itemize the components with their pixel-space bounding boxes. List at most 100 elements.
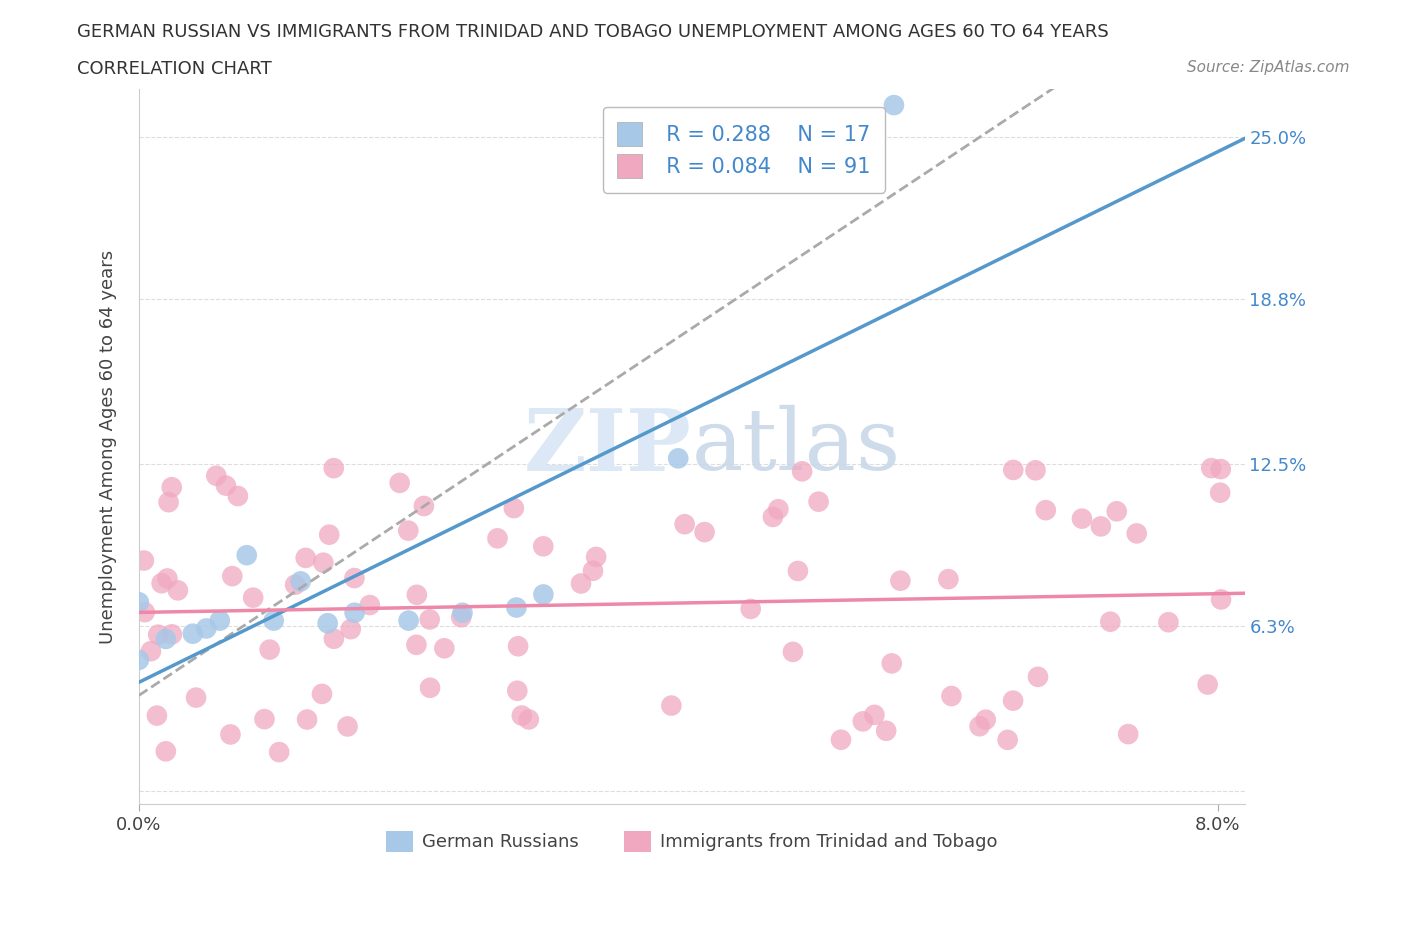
Point xyxy=(132,553,155,568)
Point xyxy=(510,708,533,723)
Point xyxy=(318,527,340,542)
Point xyxy=(451,605,474,620)
Point xyxy=(1026,670,1049,684)
Point xyxy=(160,480,183,495)
Point xyxy=(875,724,897,738)
Point xyxy=(693,525,716,539)
Point xyxy=(1035,503,1057,518)
Point xyxy=(1125,526,1147,541)
Point xyxy=(787,564,810,578)
Point xyxy=(1105,504,1128,519)
Point xyxy=(128,595,150,610)
Point xyxy=(155,744,177,759)
Point xyxy=(339,622,361,637)
Point xyxy=(863,708,886,723)
Point xyxy=(157,495,180,510)
Point xyxy=(505,600,527,615)
Point xyxy=(284,578,307,592)
Point xyxy=(1116,726,1139,741)
Point xyxy=(1071,512,1094,526)
Point xyxy=(852,714,875,729)
Text: ZIP: ZIP xyxy=(524,405,692,488)
Text: GERMAN RUSSIAN VS IMMIGRANTS FROM TRINIDAD AND TOBAGO UNEMPLOYMENT AMONG AGES 60: GERMAN RUSSIAN VS IMMIGRANTS FROM TRINID… xyxy=(77,23,1109,41)
Point xyxy=(398,613,420,628)
Point xyxy=(336,719,359,734)
Point xyxy=(263,613,285,628)
Point xyxy=(269,745,291,760)
Point xyxy=(1002,693,1025,708)
Point xyxy=(997,733,1019,748)
Point xyxy=(969,719,991,734)
Text: atlas: atlas xyxy=(692,405,901,488)
Point xyxy=(433,641,456,656)
Point xyxy=(155,631,177,646)
Point xyxy=(139,644,162,658)
Point xyxy=(184,690,207,705)
Point xyxy=(219,727,242,742)
Point xyxy=(295,712,318,727)
Point xyxy=(312,555,335,570)
Point xyxy=(883,98,905,113)
Point xyxy=(226,488,249,503)
Point xyxy=(412,498,434,513)
Point xyxy=(195,621,218,636)
Point xyxy=(343,605,366,620)
Point xyxy=(322,631,344,646)
Point xyxy=(419,612,441,627)
Point xyxy=(359,598,381,613)
Point xyxy=(242,591,264,605)
Point xyxy=(506,684,529,698)
Point xyxy=(585,550,607,565)
Point xyxy=(1201,460,1223,475)
Point xyxy=(156,571,179,586)
Point xyxy=(388,475,411,490)
Text: CORRELATION CHART: CORRELATION CHART xyxy=(77,60,273,78)
Point xyxy=(807,494,830,509)
Point xyxy=(215,478,238,493)
Point xyxy=(880,656,903,671)
Point xyxy=(322,460,344,475)
Point xyxy=(569,576,592,591)
Point xyxy=(450,610,472,625)
Point xyxy=(1024,463,1046,478)
Point xyxy=(830,732,852,747)
Point xyxy=(205,469,228,484)
Point xyxy=(181,626,204,641)
Point xyxy=(740,602,762,617)
Point xyxy=(502,500,524,515)
Point xyxy=(236,548,259,563)
Point xyxy=(1099,614,1122,629)
Point xyxy=(405,588,427,603)
Point xyxy=(1090,519,1112,534)
Point xyxy=(294,551,316,565)
Point xyxy=(148,627,170,642)
Point xyxy=(253,711,276,726)
Point xyxy=(974,712,997,727)
Point xyxy=(531,538,554,553)
Point xyxy=(661,698,683,713)
Point xyxy=(316,616,339,631)
Point xyxy=(311,686,333,701)
Point xyxy=(160,627,183,642)
Point xyxy=(938,572,960,587)
Point xyxy=(941,688,963,703)
Point xyxy=(673,517,696,532)
Point xyxy=(1157,615,1180,630)
Point xyxy=(396,524,419,538)
Point xyxy=(150,576,173,591)
Point xyxy=(531,587,554,602)
Legend: German Russians, Immigrants from Trinidad and Tobago: German Russians, Immigrants from Trinida… xyxy=(378,824,1005,859)
Text: Source: ZipAtlas.com: Source: ZipAtlas.com xyxy=(1187,60,1350,75)
Point xyxy=(1209,485,1232,500)
Point xyxy=(259,642,281,657)
Point xyxy=(762,510,785,525)
Point xyxy=(517,712,540,727)
Point xyxy=(208,613,231,628)
Point xyxy=(1002,462,1025,477)
Point xyxy=(146,708,169,723)
Point xyxy=(1197,677,1219,692)
Point xyxy=(221,569,243,584)
Point xyxy=(419,681,441,696)
Point xyxy=(782,644,804,659)
Point xyxy=(506,639,529,654)
